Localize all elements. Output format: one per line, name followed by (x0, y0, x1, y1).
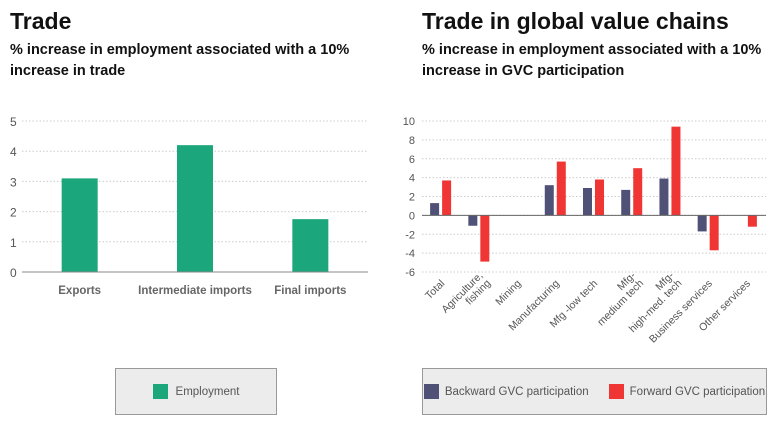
bar-intermediate-imports (177, 145, 213, 272)
bar-backward (697, 215, 707, 232)
y-tick-label: -2 (405, 229, 415, 241)
bar-backward (621, 189, 631, 216)
left-chart-subtitle: % increase in employment associated with… (10, 42, 350, 79)
right-legend: Backward GVC participation Forward GVC p… (422, 368, 767, 415)
left-legend: Employment (115, 368, 277, 415)
bar-backward (430, 203, 440, 216)
y-tick-label: 10 (403, 116, 415, 128)
y-tick-label: 8 (409, 135, 415, 147)
y-tick-label: 6 (409, 154, 415, 166)
bar-exports (61, 178, 98, 272)
bar-forward (633, 168, 643, 216)
x-tick-label: Exports (58, 285, 101, 297)
bar-forward (747, 215, 757, 227)
y-tick-label: 5 (10, 115, 17, 129)
y-tick-label: 4 (10, 145, 17, 159)
x-tick-label: Total (423, 278, 447, 302)
bar-backward (659, 178, 669, 216)
y-tick-label: 2 (10, 206, 17, 220)
legend-swatch-employment (152, 384, 168, 399)
y-tick-label: 0 (409, 210, 415, 222)
bar-forward (480, 215, 490, 262)
bar-backward (583, 188, 592, 216)
x-tick-label: Intermediate imports (138, 285, 252, 297)
y-tick-label: 4 (409, 173, 415, 185)
x-tick-label: Final imports (274, 285, 346, 297)
x-tick-label: Mining (493, 278, 523, 308)
legend-label-backward: Backward GVC participation (444, 385, 589, 398)
y-tick-label: -6 (405, 267, 415, 279)
bar-forward (595, 179, 604, 216)
bar-final-imports (292, 219, 329, 272)
right-chart-subtitle: % increase in employment associated with… (422, 42, 762, 79)
legend-label-employment: Employment (175, 385, 240, 398)
bar-forward (442, 180, 452, 216)
y-tick-label: 3 (10, 175, 17, 189)
y-tick-label: 0 (10, 266, 17, 280)
x-tick-label: Agriculture,fishing (439, 270, 493, 324)
bar-backward (544, 185, 554, 216)
bar-backward (468, 215, 478, 226)
y-tick-label: 1 (10, 236, 17, 250)
legend-swatch-backward (423, 384, 439, 399)
bar-forward (556, 161, 566, 216)
legend-swatch-forward (608, 384, 624, 399)
legend-label-forward: Forward GVC participation (629, 385, 766, 398)
left-chart-title: Trade (10, 8, 72, 34)
bar-forward (671, 126, 681, 216)
y-tick-label: -4 (405, 248, 415, 260)
bar-forward (709, 215, 719, 251)
right-chart-title: Trade in global value chains (422, 8, 729, 34)
y-tick-label: 2 (409, 192, 415, 204)
